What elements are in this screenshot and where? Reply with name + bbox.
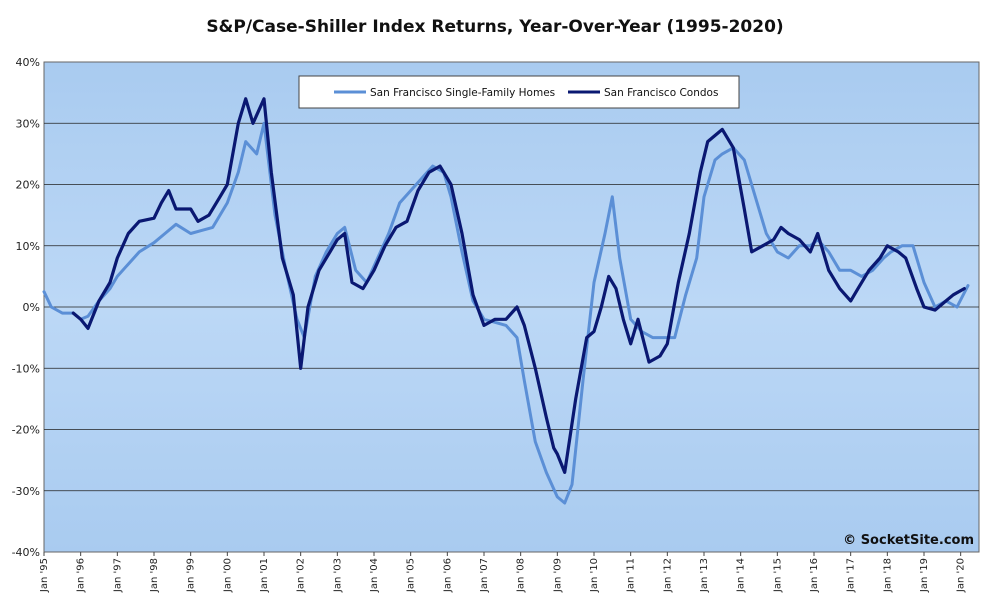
x-tick-label: Jan '96 (76, 558, 87, 593)
x-tick-label: Jan '01 (259, 558, 270, 593)
y-tick-label: 0% (23, 301, 40, 314)
y-tick-label: 30% (16, 117, 40, 130)
x-tick-label: Jan '14 (736, 558, 747, 593)
x-tick-label: Jan '16 (809, 558, 820, 593)
x-tick-label: Jan '99 (186, 558, 197, 593)
legend: San Francisco Single-Family Homes San Fr… (298, 75, 740, 109)
x-tick-label: Jan '00 (222, 558, 233, 593)
grid-lines (44, 122, 979, 492)
legend-box (298, 75, 740, 109)
y-tick-label: -10% (12, 362, 40, 375)
x-tick-label: Jan '15 (772, 558, 783, 593)
x-tick-label: Jan '13 (699, 558, 710, 593)
series-line-condos (71, 97, 966, 474)
x-tick-label: Jan '02 (296, 558, 307, 593)
x-tick-label: Jan '09 (552, 558, 563, 593)
x-tick-label: Jan '05 (406, 558, 417, 593)
y-tick-label: 40% (16, 56, 40, 69)
y-tick-label: 20% (16, 179, 40, 192)
x-tick-label: Jan '17 (846, 558, 857, 593)
y-tick-label: -30% (12, 485, 40, 498)
x-tick-label: Jan '97 (112, 558, 123, 593)
y-tick-label: -40% (12, 546, 40, 559)
x-tick-label: Jan '95 (39, 558, 50, 593)
x-tick-label: Jan '19 (919, 558, 930, 593)
y-axis-ticks: 40% 30% 20% 10% 0% -10% -20% -30% -40% (12, 56, 40, 559)
x-tick-label: Jan '10 (589, 558, 600, 593)
x-tick-label: Jan '12 (662, 558, 673, 593)
legend-label-condos: San Francisco Condos (604, 87, 718, 99)
x-tick-label: Jan '07 (479, 558, 490, 593)
watermark: © SocketSite.com (843, 533, 974, 548)
chart-title: S&P/Case-Shiller Index Returns, Year-Ove… (206, 17, 783, 37)
series-lines (42, 97, 970, 505)
x-tick-label: Jan '03 (332, 558, 343, 593)
x-tick-label: Jan '08 (516, 558, 527, 593)
x-axis-ticks: Jan '95 Jan '96 Jan '97 Jan '98 Jan '99 Jan '… (39, 552, 967, 593)
x-tick-label: Jan '06 (442, 558, 453, 593)
x-tick-label: Jan '98 (149, 558, 160, 593)
x-tick-label: Jan '18 (882, 558, 893, 593)
x-tick-label: Jan '04 (369, 558, 380, 593)
x-tick-label: Jan '20 (956, 558, 967, 593)
y-tick-label: -20% (12, 424, 40, 437)
legend-label-single-family: San Francisco Single-Family Homes (370, 87, 555, 99)
y-tick-label: 10% (16, 240, 40, 253)
x-tick-label: Jan '11 (626, 558, 637, 593)
